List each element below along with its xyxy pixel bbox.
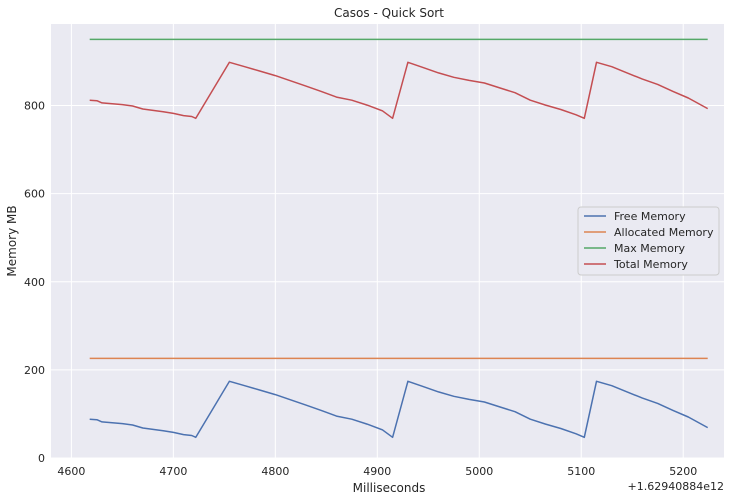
y-tick-label: 200 [24, 364, 45, 377]
x-tick-label: 5000 [465, 465, 493, 478]
y-axis-label: Memory MB [5, 205, 19, 276]
x-axis-label: Milliseconds [353, 481, 426, 495]
y-tick-label: 0 [38, 452, 45, 465]
x-tick-label: 4600 [57, 465, 85, 478]
legend-label-total-memory: Total Memory [613, 258, 688, 271]
y-tick-label: 800 [24, 100, 45, 113]
legend: Free Memory Allocated Memory Max Memory Tot… [577, 206, 720, 276]
legend-label-free-memory: Free Memory [614, 210, 686, 223]
y-axis-ticks: 0 200 400 600 800 [24, 100, 45, 465]
x-axis-offset-label: +1.62940884e12 [628, 480, 724, 493]
series-line-total-memory [89, 61, 709, 120]
series-line-free-memory [89, 380, 709, 439]
legend-label-max-memory: Max Memory [614, 242, 685, 255]
legend-box [577, 206, 720, 276]
legend-label-allocated-memory: Allocated Memory [614, 226, 714, 239]
chart-title: Casos - Quick Sort [334, 6, 444, 20]
y-tick-label: 400 [24, 276, 45, 289]
x-axis-ticks: 4600 4700 4800 4900 5000 5100 5200 [57, 465, 697, 478]
x-tick-label: 5200 [669, 465, 697, 478]
x-tick-label: 4900 [363, 465, 391, 478]
x-tick-label: 4800 [261, 465, 289, 478]
x-tick-label: 4700 [159, 465, 187, 478]
x-tick-label: 5100 [567, 465, 595, 478]
series-layer [89, 38, 709, 439]
y-tick-label: 600 [24, 188, 45, 201]
